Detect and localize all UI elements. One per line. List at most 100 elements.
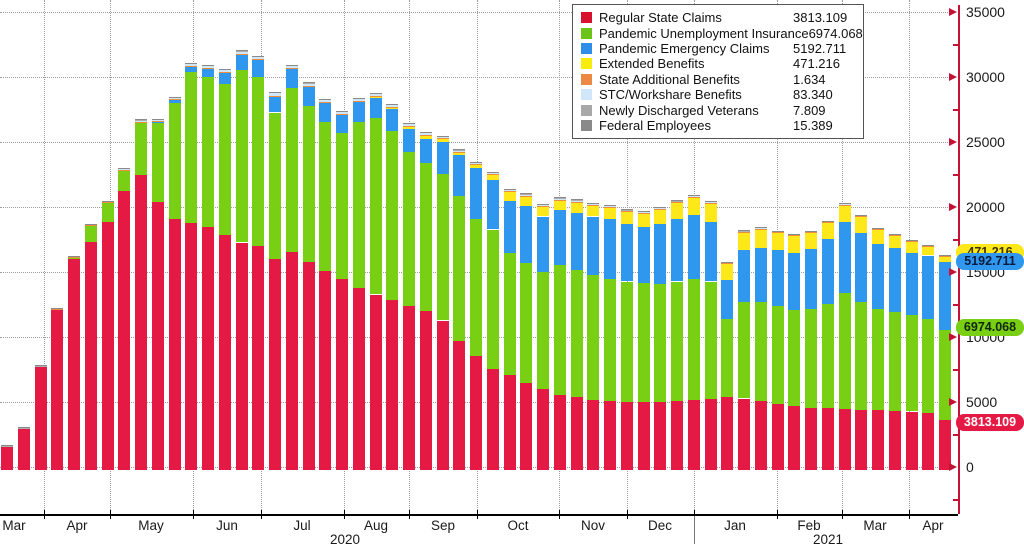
legend-swatch [581,73,592,85]
y-axis-tick-label: 35000 [966,4,1005,20]
x-axis-tick [110,510,111,519]
bar-segment [470,355,482,470]
bar-segment [570,201,583,213]
bar-segment [151,120,164,123]
bar-segment [838,203,851,205]
bar-segment [771,230,784,233]
bar-segment [336,114,348,134]
bar-segment [68,256,80,259]
bar-segment [369,96,382,98]
bar-segment [754,401,767,470]
bar-segment [805,407,817,470]
bar-segment [419,132,432,136]
bar-segment [453,195,466,342]
y-tick-minor [953,498,958,501]
x-axis-tick [694,510,695,519]
bar-segment [704,202,717,222]
bar-segment [101,202,114,222]
bar-segment [168,103,181,220]
y-axis-tick-label: 20000 [966,199,1005,215]
bar-segment [922,246,935,256]
bar-segment [168,97,181,100]
bar-segment [587,399,600,470]
bar-segment [319,102,332,122]
axis-value-badge: 6974.068 [956,318,1024,336]
bar-segment [637,402,650,470]
bar-segment [922,255,935,320]
x-axis-tick [477,510,478,519]
bar-segment [855,409,868,470]
bar-segment [352,98,365,102]
bar-segment [888,234,901,236]
bar-segment [336,111,348,115]
bar-segment [553,210,566,265]
bar-segment [738,398,750,470]
bar-segment [202,65,214,69]
bar-segment [151,122,164,203]
legend-value: 3813.109 [793,10,848,26]
bar-segment [369,117,382,295]
y-tick-arrow [949,333,957,341]
bar-segment [838,221,851,294]
y-tick-arrow [949,203,957,211]
bar-segment [202,77,214,227]
y-tick-arrow [949,398,957,406]
axis-value-badge: 3813.109 [956,413,1024,431]
bar-segment [419,138,432,164]
y-axis-tick-label: 5000 [966,394,998,410]
y-tick-minor [953,43,958,46]
bar-segment [84,241,97,470]
bar-segment [855,215,868,217]
x-axis-tick [909,510,910,519]
bar-segment [687,215,700,279]
bar-segment [805,230,817,233]
bar-segment [319,121,332,272]
bar-segment [436,320,449,470]
bar-segment [386,103,399,107]
bar-segment [252,77,265,247]
month-label: Jun [216,518,238,533]
bar-segment [855,216,868,233]
bar-segment [654,284,667,403]
bar-segment [620,224,633,282]
month-label: Feb [797,518,821,533]
month-label: Dec [647,518,673,533]
bar-segment [135,121,147,123]
bar-segment [135,122,147,175]
bar-segment [654,208,667,225]
bar-segment [687,399,700,470]
month-label: Sep [430,518,456,533]
bar-segment [754,228,767,248]
bar-segment [386,108,399,131]
bar-segment [805,308,817,408]
bar-segment [419,163,432,312]
bar-segment [302,82,315,86]
bar-segment [872,243,884,309]
bar-segment [721,397,734,470]
bar-segment [101,221,114,470]
bar-segment [654,402,667,470]
y-tick-minor [953,238,958,241]
bar-segment [403,126,415,129]
bar-segment [570,397,583,470]
x-axis-tick [344,510,345,519]
bar-segment [151,202,164,470]
bar-segment [453,341,466,470]
bar-segment [771,306,784,404]
legend-swatch [581,89,592,101]
bar-segment [436,136,449,139]
bar-segment [336,278,348,470]
bar-segment [604,401,616,470]
bar-segment [285,68,298,88]
bar-segment [855,301,868,410]
bar-segment [486,229,499,369]
bar-segment [486,172,499,175]
bar-segment [671,219,683,282]
x-axis-tick [261,510,262,519]
gridline-horizontal [0,12,950,13]
y-tick-minor [953,173,958,176]
month-label: Apr [922,518,944,533]
legend-label: Federal Employees [599,117,711,133]
bar-segment [620,209,633,212]
bar-segment [202,68,214,78]
